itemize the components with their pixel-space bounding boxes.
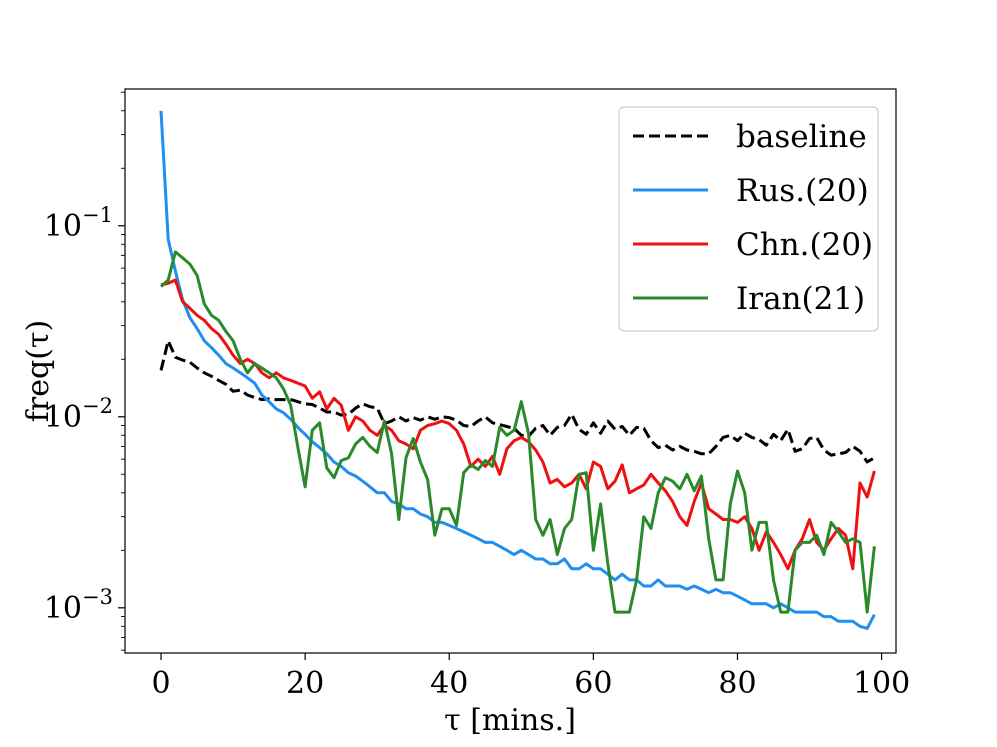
x-tick-label: 0	[151, 666, 170, 701]
y-axis-label: freq(τ)	[21, 320, 56, 422]
x-tick-label: 20	[286, 666, 324, 701]
legend-label: Iran(21)	[736, 281, 865, 317]
legend-label: Chn.(20)	[736, 227, 873, 263]
legend-label: Rus.(20)	[736, 173, 869, 209]
x-tick-label: 80	[718, 666, 756, 701]
x-tick-label: 40	[430, 666, 468, 701]
series-line-0	[159, 339, 876, 464]
y-tick-label: 10−1	[44, 203, 113, 244]
x-tick-label: 100	[853, 666, 910, 701]
legend-label: baseline	[736, 119, 867, 155]
legend: baseline Rus.(20) Chn.(20) Iran(21)	[618, 106, 879, 332]
series-line-1	[159, 110, 876, 630]
plot-frame	[124, 88, 897, 654]
y-axis: 10−3 10−2 10−1	[44, 91, 125, 651]
x-axis-label: τ [mins.]	[444, 703, 576, 738]
x-tick-label: 60	[574, 666, 612, 701]
x-axis: 0 20 40 60 80 100	[151, 653, 910, 701]
series-layer	[159, 110, 876, 630]
series-line-3	[159, 250, 876, 614]
y-tick-label: 10−3	[44, 585, 113, 626]
y-tick-label: 10−2	[44, 394, 113, 435]
legend-box	[618, 106, 879, 332]
